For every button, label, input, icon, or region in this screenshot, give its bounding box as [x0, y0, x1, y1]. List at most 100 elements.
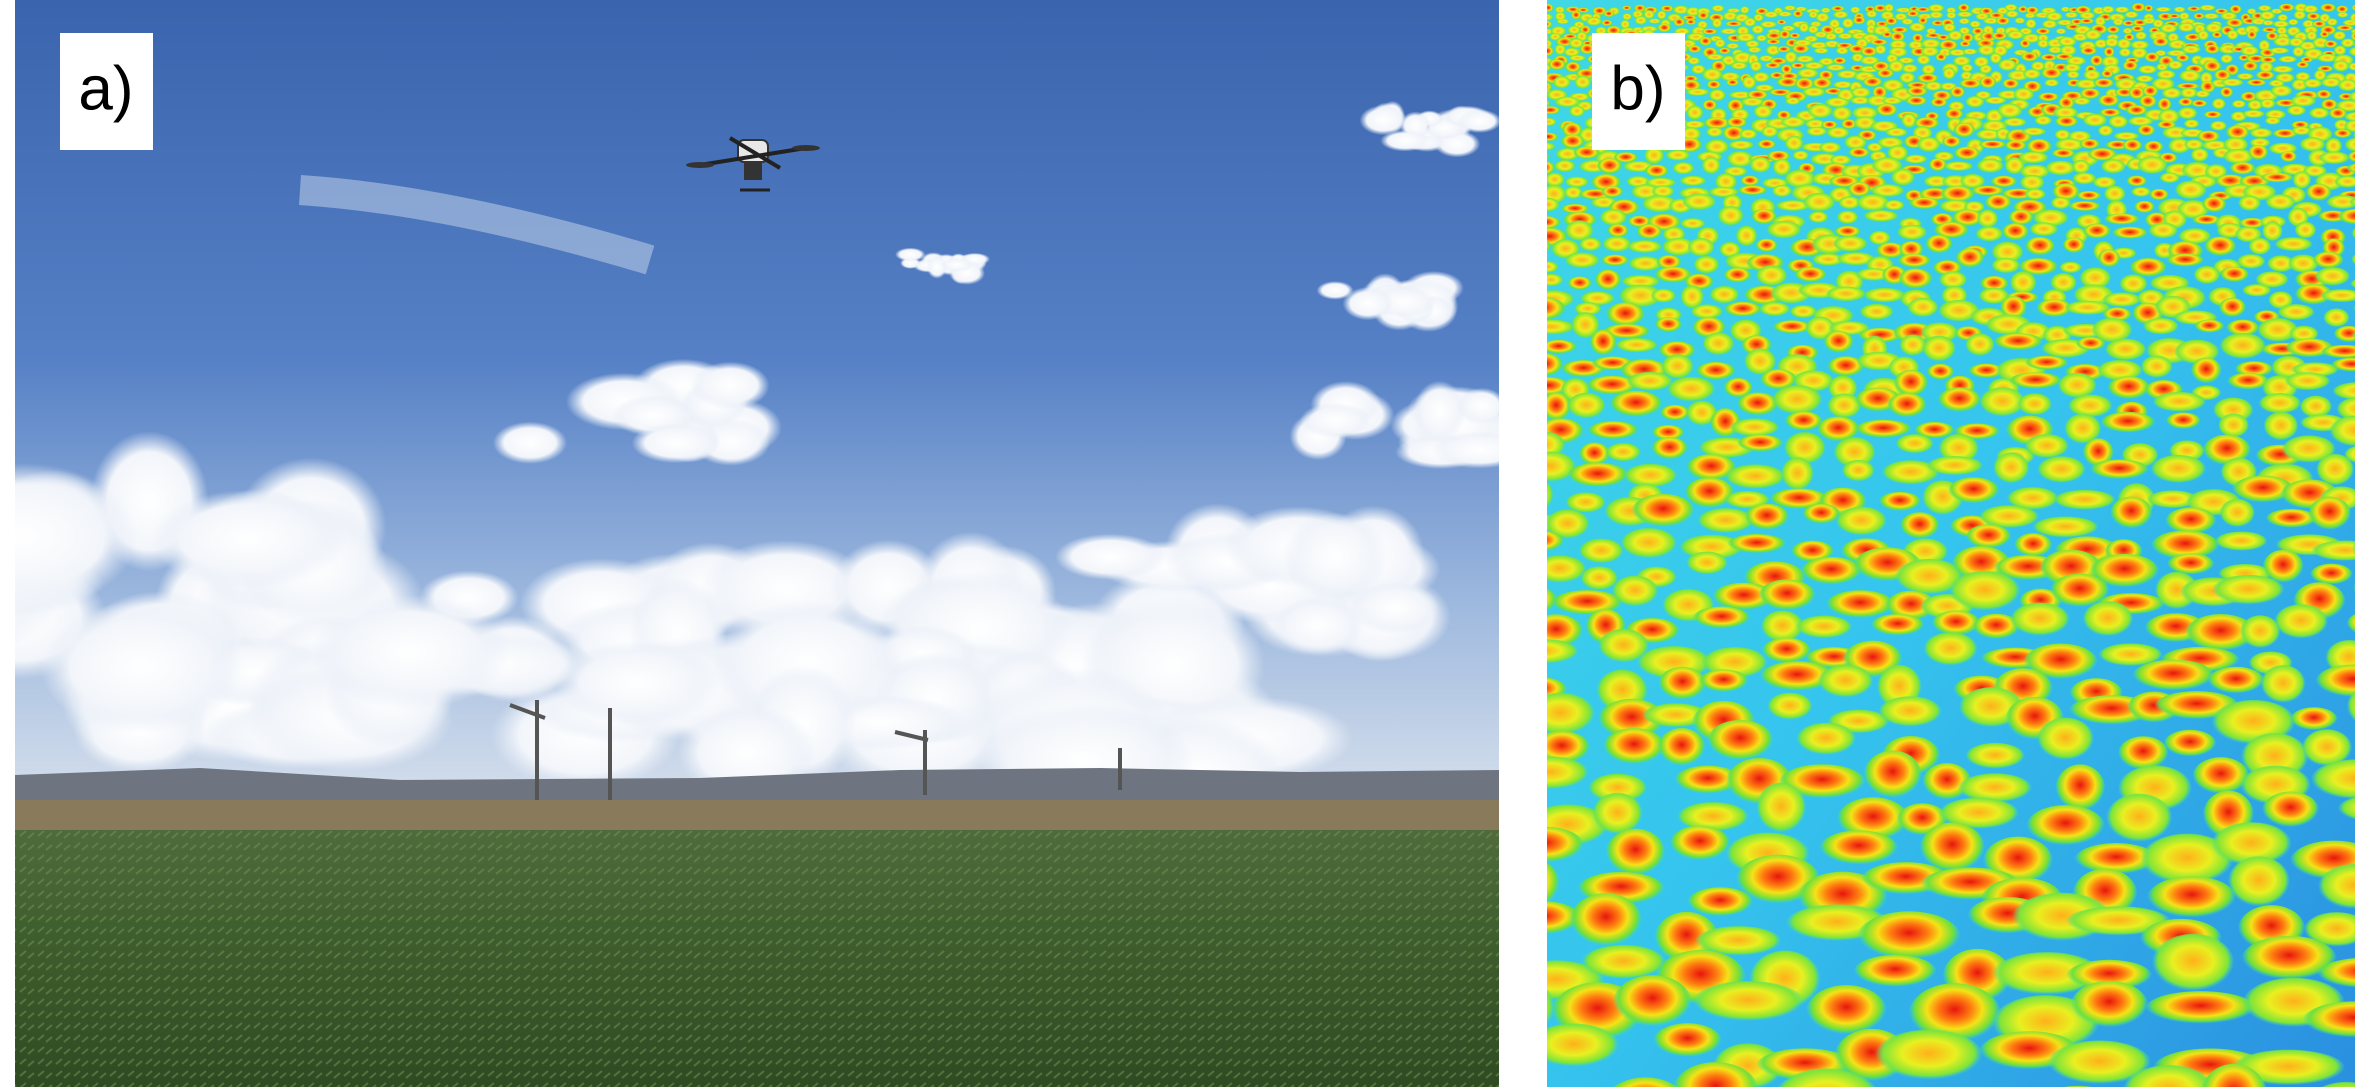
canopy: [1950, 87, 1966, 99]
canopy: [1737, 392, 1779, 418]
canopy: [1579, 238, 1602, 252]
cloud-puff: [1283, 513, 1388, 601]
canopy: [1725, 21, 1744, 27]
canopy: [1897, 254, 1931, 270]
canopy: [1567, 277, 1592, 292]
canopy: [1709, 286, 1739, 305]
canopy: [1962, 49, 1978, 56]
canopy: [2056, 28, 2067, 34]
canopy: [2265, 117, 2281, 125]
canopy: [2193, 266, 2220, 285]
canopy: [2025, 356, 2069, 372]
canopy: [2229, 162, 2256, 176]
panel-label: a): [78, 54, 133, 123]
canopy: [2122, 139, 2143, 153]
canopy: [2290, 707, 2338, 733]
canopy: [1622, 13, 1632, 20]
canopy: [1751, 25, 1764, 34]
canopy: [1653, 1023, 1722, 1060]
figure: a) b): [0, 0, 2355, 1087]
canopy: [1797, 68, 1819, 78]
canopy: [1750, 61, 1763, 72]
cloud-puff: [941, 258, 973, 272]
canopy: [1740, 176, 1760, 187]
canopy: [1876, 69, 1894, 79]
canopy: [1511, 756, 1589, 790]
canopy: [2024, 434, 2069, 459]
canopy: [2238, 195, 2261, 211]
canopy: [1709, 89, 1726, 102]
canopy: [1553, 76, 1572, 89]
canopy: [2203, 111, 2222, 119]
canopy: [1926, 456, 1983, 476]
canopy: [1897, 225, 1927, 241]
canopy: [2268, 47, 2289, 54]
canopy: [2066, 71, 2079, 79]
canopy: [2132, 660, 2214, 694]
canopy: [2155, 7, 2171, 12]
canopy: [2044, 79, 2059, 87]
canopy: [2037, 93, 2059, 103]
canopy: [2337, 12, 2349, 18]
canopy: [2333, 45, 2346, 56]
canopy: [1818, 142, 1841, 154]
canopy: [2191, 100, 2208, 108]
canopy: [2242, 62, 2258, 73]
canopy: [1874, 45, 1886, 55]
canopy: [1978, 140, 2007, 149]
canopy: [1832, 57, 1847, 65]
canopy: [2078, 18, 2095, 24]
canopy: [2210, 121, 2227, 131]
canopy: [1657, 11, 1667, 21]
canopy: [2263, 412, 2298, 442]
canopy: [2034, 116, 2052, 126]
canopy: [2076, 337, 2106, 352]
canopy: [1991, 258, 2020, 275]
canopy: [1767, 693, 1813, 721]
canopy: [1802, 87, 1826, 97]
canopy: [1569, 893, 1642, 952]
canopy: [1520, 297, 1566, 323]
canopy: [2029, 222, 2058, 237]
canopy: [1848, 148, 1871, 159]
cloud-puff: [1457, 109, 1501, 133]
canopy: [2010, 603, 2070, 638]
canopy: [2098, 125, 2114, 137]
canopy: [1687, 238, 1715, 258]
canopy: [2004, 4, 2018, 12]
canopy: [1556, 19, 1569, 25]
canopy: [1737, 186, 1768, 197]
canopy: [2101, 6, 2115, 14]
canopy: [1965, 96, 1985, 108]
canopy: [2219, 333, 2266, 361]
canopy: [2002, 79, 2020, 90]
canopy: [2070, 981, 2148, 1032]
canopy: [2084, 30, 2103, 41]
cloud-puff: [493, 422, 567, 464]
canopy: [2215, 532, 2268, 552]
canopy: [1833, 11, 1849, 19]
canopy: [1863, 288, 1906, 303]
canopy: [2053, 490, 2116, 511]
canopy: [1955, 248, 1984, 269]
canopy: [1969, 21, 1981, 29]
canopy: [1923, 632, 1977, 667]
canopy: [1979, 76, 1997, 90]
canopy: [2237, 254, 2266, 270]
canopy: [2166, 412, 2201, 430]
canopy: [2135, 32, 2147, 41]
canopy: [1613, 975, 1693, 1032]
canopy: [1853, 955, 1936, 990]
canopy: [2002, 118, 2027, 128]
canopy: [1801, 557, 1863, 588]
lidar-panel: [1485, 0, 2355, 1087]
canopy: [1665, 150, 1690, 161]
canopy: [2097, 95, 2119, 109]
canopy: [2294, 222, 2316, 240]
canopy: [1997, 103, 2023, 119]
canopy: [1796, 616, 1852, 640]
canopy: [1548, 59, 1567, 71]
canopy: [2004, 140, 2027, 152]
canopy: [2242, 284, 2272, 297]
canopy: [1998, 59, 2018, 72]
